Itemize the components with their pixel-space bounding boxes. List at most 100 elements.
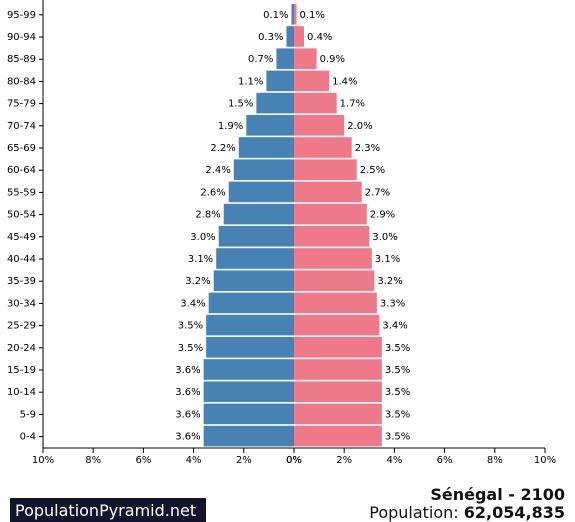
country-year-title: Sénégal - 2100 [430,485,565,504]
value-label-left-10-14: 3.6% [175,387,200,398]
y-tick-label-5-9: 5-9 [20,409,36,420]
bar-right-25-29 [294,314,380,336]
population-label: Population: [369,503,459,522]
bar-left-30-34 [208,292,294,314]
bar-right-55-59 [294,181,362,203]
population-pyramid-chart: 0-4 3.6% 3.5% 5-9 3.6% 3.5% 10-14 3.6% 3.5% 15-19… [7,0,556,466]
population-value: 62,054,835 [463,503,565,522]
value-label-left-40-44: 3.1% [188,254,213,265]
y-tick-label-75-79: 75-79 [7,99,36,110]
bar-right-5-9 [294,403,382,425]
bar-left-50-54 [223,203,294,225]
y-tick-label-85-89: 85-89 [7,54,36,65]
value-label-left-80-84: 1.1% [238,76,263,87]
value-label-left-75-79: 1.5% [228,99,253,110]
y-tick-label-55-59: 55-59 [7,187,36,198]
value-label-left-25-29: 3.5% [178,321,203,332]
x-tick-label-left-2%: 2% [236,455,252,466]
bar-left-90-94 [286,26,294,47]
value-label-right-35-39: 3.2% [377,276,402,287]
bar-right-20-24 [294,337,382,358]
y-tick-label-45-49: 45-49 [7,232,36,243]
x-tick-label-left-4%: 4% [186,455,202,466]
y-tick-label-30-34: 30-34 [7,298,36,309]
value-label-right-10-14: 3.5% [385,387,410,398]
bar-right-60-64 [294,159,357,180]
bar-right-75-79 [294,92,337,114]
y-tick-label-80-84: 80-84 [7,76,36,87]
bar-right-70-74 [294,115,345,136]
bar-left-85-89 [276,48,294,69]
value-label-right-30-34: 3.3% [380,298,405,309]
value-label-left-15-19: 3.6% [175,365,200,376]
bar-left-55-59 [228,181,294,203]
value-label-left-35-39: 3.2% [185,276,210,287]
bar-left-35-39 [213,270,294,291]
y-tick-label-15-19: 15-19 [7,365,36,376]
value-label-right-70-74: 2.0% [347,121,372,132]
y-tick-label-10-14: 10-14 [7,387,36,398]
value-label-left-85-89: 0.7% [248,54,273,65]
value-label-right-5-9: 3.5% [385,409,410,420]
x-tick-label-left-8%: 8% [85,455,101,466]
value-label-left-5-9: 3.6% [175,409,200,420]
value-label-left-90-94: 0.3% [258,32,283,43]
bar-right-0-4 [294,425,382,447]
bar-right-15-19 [294,359,382,380]
bar-left-25-29 [206,314,294,336]
y-tick-label-35-39: 35-39 [7,276,36,287]
bar-left-45-49 [218,226,294,247]
bar-left-75-79 [256,92,294,114]
x-tick-label-right-6%: 6% [437,455,453,466]
value-label-right-90-94: 0.4% [307,32,332,43]
y-tick-label-90-94: 90-94 [7,32,36,43]
bar-right-10-14 [294,381,382,402]
bar-right-85-89 [294,48,317,69]
value-label-right-15-19: 3.5% [385,365,410,376]
bar-right-80-84 [294,70,330,92]
bar-left-70-74 [246,115,294,136]
brand-logo[interactable]: PopulationPyramid.net [10,498,206,522]
y-tick-label-60-64: 60-64 [7,165,36,176]
value-label-right-50-54: 2.9% [370,210,395,221]
bar-left-65-69 [238,137,294,158]
value-label-left-95-99: 0.1% [263,10,288,21]
x-tick-label-right-0%: 0% [286,455,302,466]
value-label-left-70-74: 1.9% [218,121,243,132]
value-label-left-65-69: 2.2% [210,143,235,154]
y-tick-label-50-54: 50-54 [7,210,36,221]
value-label-right-65-69: 2.3% [355,143,380,154]
value-label-left-20-24: 3.5% [178,343,203,354]
bar-right-30-34 [294,292,377,314]
bar-right-40-44 [294,248,372,269]
bar-left-40-44 [216,248,294,269]
value-label-right-0-4: 3.5% [385,432,410,443]
value-label-left-55-59: 2.6% [200,187,225,198]
value-label-right-25-29: 3.4% [382,321,407,332]
y-tick-label-65-69: 65-69 [7,143,36,154]
population-total: Population: 62,054,835 [369,503,565,522]
bar-right-45-49 [294,226,370,247]
bar-left-95-99 [291,4,294,25]
value-label-right-85-89: 0.9% [320,54,345,65]
bar-right-35-39 [294,270,375,291]
value-label-left-0-4: 3.6% [175,432,200,443]
bar-right-50-54 [294,203,367,225]
value-label-left-50-54: 2.8% [195,210,220,221]
bar-left-80-84 [266,70,294,92]
value-label-right-45-49: 3.0% [372,232,397,243]
x-tick-label-left-6%: 6% [135,455,151,466]
value-label-right-20-24: 3.5% [385,343,410,354]
value-label-right-75-79: 1.7% [340,99,365,110]
y-tick-label-20-24: 20-24 [7,343,36,354]
x-tick-label-right-10%: 10% [534,455,556,466]
x-tick-label-left-10%: 10% [32,455,54,466]
x-tick-label-right-4%: 4% [386,455,402,466]
bar-left-5-9 [203,403,294,425]
value-label-right-95-99: 0.1% [300,10,325,21]
value-label-right-55-59: 2.7% [365,187,390,198]
bar-left-60-64 [233,159,294,180]
y-tick-label-70-74: 70-74 [7,121,36,132]
bar-right-90-94 [294,26,305,47]
value-label-right-40-44: 3.1% [375,254,400,265]
